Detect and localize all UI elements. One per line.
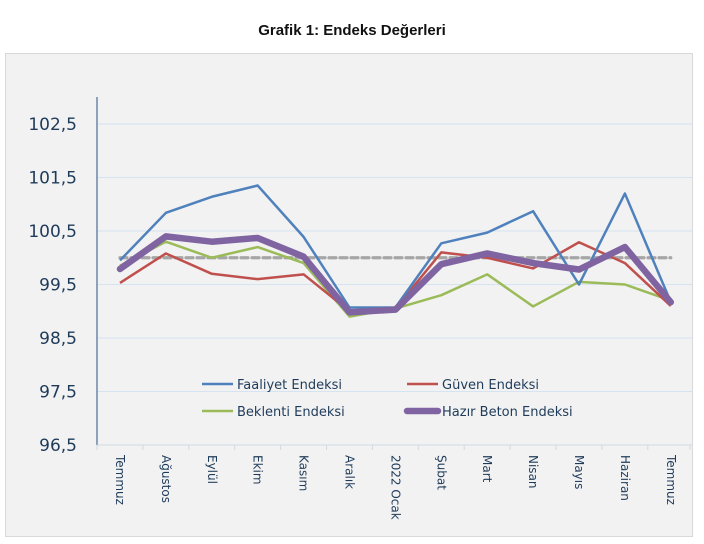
series-lines (116, 184, 675, 318)
x-tick-label: Mayıs (572, 455, 586, 489)
legend-item: Güven Endeksi (407, 378, 539, 393)
y-axis: 96,5 97,5 98,5 99,5 100,5 101,5 102,5 (28, 97, 98, 456)
x-tick-label: Nisan (526, 455, 540, 489)
chart-area (5, 53, 693, 537)
legend-item: Faaliyet Endeksi (202, 378, 342, 393)
x-axis: Temmuz Ağustos Eylül Ekim Kasım Aralık 2022 Oc… (96, 444, 692, 520)
legend-label: Hazır Beton Endeksi (442, 405, 573, 420)
legend-label: Beklenti Endeksi (237, 405, 345, 420)
series-line-guven-endeksi (119, 240, 672, 313)
x-tick-label: Şubat (434, 455, 448, 490)
y-tick-label: 96,5 (39, 436, 77, 456)
x-tick-label: Temmuz (113, 454, 127, 505)
series-line-hazir-beton-endeksi (116, 233, 675, 316)
legend-label: Faaliyet Endeksi (237, 378, 342, 393)
y-tick-label: 101,5 (28, 169, 77, 189)
x-tick-label: Haziran (618, 455, 632, 501)
x-tick-label: 2022 Ocak (388, 455, 402, 520)
legend-label: Güven Endeksi (442, 378, 539, 393)
x-tick-label: Ekim (251, 455, 265, 485)
y-tick-label: 97,5 (39, 383, 77, 403)
y-tick-label: 98,5 (39, 329, 77, 349)
x-tick-label: Temmuz (664, 454, 678, 505)
legend-item: Hazır Beton Endeksi (403, 405, 573, 420)
y-tick-label: 102,5 (28, 115, 77, 135)
y-tick-label: 99,5 (39, 276, 77, 296)
legend-item: Beklenti Endeksi (202, 405, 345, 420)
x-tick-label: Mart (480, 455, 494, 483)
chart-title: Grafik 1: Endeks Değerleri (258, 22, 446, 39)
x-tick-label: Aralık (343, 455, 357, 489)
y-tick-label: 100,5 (28, 222, 77, 242)
x-tick-label: Ağustos (159, 455, 173, 503)
x-tick-label: Kasım (297, 455, 311, 491)
legend: Faaliyet Endeksi Güven Endeksi Beklenti En… (202, 378, 573, 420)
gridlines (97, 123, 692, 392)
x-tick-label: Eylül (205, 455, 219, 484)
